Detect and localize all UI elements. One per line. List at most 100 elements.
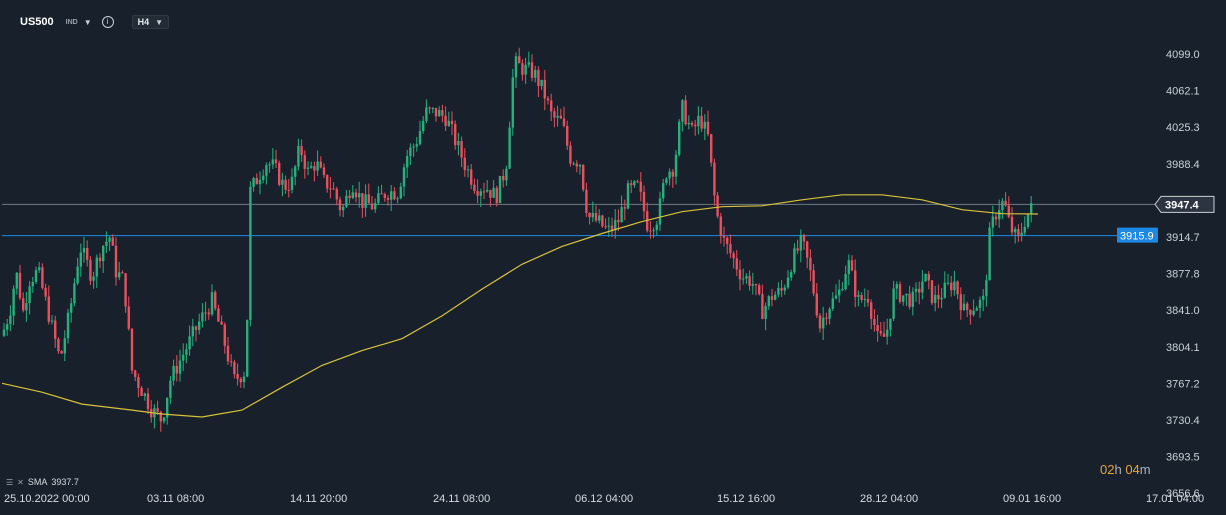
candle-down (326, 175, 329, 189)
caret-down-icon[interactable]: ▼ (83, 17, 92, 27)
candle-down (588, 212, 591, 218)
timeframe-selector[interactable]: H4 ▼ (131, 15, 170, 29)
candle-down (1010, 216, 1014, 233)
candle-down (137, 376, 140, 388)
candle-up (777, 288, 780, 295)
candle-up (886, 329, 889, 337)
candle-down (1004, 200, 1007, 206)
candle-up (25, 303, 28, 311)
candle-up (9, 315, 12, 325)
candle-up (975, 308, 978, 311)
candle-up (943, 282, 946, 298)
candle-up (406, 156, 409, 168)
candle-up (166, 397, 169, 418)
candle-up (514, 56, 518, 78)
candle-up (162, 417, 166, 422)
candle-down (959, 294, 962, 311)
candle-up (524, 64, 527, 75)
candle-up (838, 289, 841, 296)
candle-up (591, 212, 594, 218)
candle-down (537, 69, 540, 87)
candle-down (86, 247, 89, 260)
candle-down (489, 189, 492, 198)
candle-down (236, 374, 239, 379)
settings-icon[interactable]: ☰ (6, 477, 14, 487)
candle-down (1017, 228, 1020, 236)
candle-up (742, 278, 745, 280)
candle-down (44, 287, 47, 297)
x-tick-label: 17.01 04:00 (1146, 493, 1204, 505)
candle-up (431, 107, 434, 109)
candle-up (697, 115, 700, 127)
candle-up (242, 376, 246, 383)
x-tick-label: 14.11 20:00 (290, 493, 347, 505)
candle-down (716, 195, 719, 217)
candle-down (204, 312, 207, 314)
candle-down (338, 199, 342, 211)
x-tick-label: 25.10.2022 00:00 (4, 493, 90, 505)
candle-up (457, 140, 460, 146)
candle-down (476, 191, 479, 196)
candle-down (54, 320, 57, 339)
candle-down (124, 273, 127, 307)
candle-up (425, 107, 428, 121)
candle-up (665, 178, 668, 183)
candle-up (249, 186, 252, 320)
candle-up (6, 324, 9, 330)
candle-up (418, 131, 422, 145)
candle-down (636, 181, 639, 183)
candle-down (713, 162, 716, 196)
candle-down (553, 111, 556, 118)
y-tick-label: 3730.4 (1166, 415, 1200, 427)
candle-up (73, 283, 76, 304)
candle-up (674, 154, 678, 177)
candle-down (383, 194, 386, 198)
candle-up (316, 161, 319, 171)
candle-down (543, 79, 546, 99)
candle-up (268, 164, 271, 166)
candle-down (156, 408, 159, 412)
candle-up (102, 245, 105, 262)
candle-up (914, 288, 918, 292)
candle-up (889, 318, 892, 330)
candle-up (422, 120, 425, 132)
candle-up (297, 145, 300, 167)
candle-up (556, 115, 559, 118)
candle-down (879, 331, 882, 334)
candle-down (159, 411, 162, 422)
candle-up (76, 266, 79, 284)
info-icon[interactable]: i (101, 16, 114, 28)
indicator-legend: ☰ ✕ SMA 3937.7 (6, 477, 79, 487)
candle-up (92, 276, 95, 281)
candle-down (796, 248, 799, 251)
candle-up (486, 189, 489, 192)
candle-up (703, 121, 706, 129)
candle-up (262, 175, 265, 180)
candle-up (911, 291, 914, 307)
candle-up (982, 295, 985, 300)
current-price-value: 3947.4 (1165, 199, 1200, 211)
candle-up (934, 294, 937, 304)
candle-down (854, 270, 857, 297)
candle-down (630, 183, 633, 186)
close-icon[interactable]: ✕ (17, 477, 24, 487)
candle-up (626, 183, 630, 209)
candle-up (652, 229, 655, 231)
candle-up (892, 288, 895, 319)
candle-down (994, 216, 998, 220)
sma-line (1, 194, 1039, 418)
sma-label: SMA (27, 477, 48, 487)
candle-down (454, 124, 457, 146)
symbol-label[interactable]: US500 (20, 16, 54, 28)
y-tick-label: 3877.8 (1166, 269, 1200, 281)
candle-up (492, 187, 495, 198)
candle-up (306, 167, 310, 169)
candle-up (351, 192, 354, 199)
candle-down (223, 324, 226, 346)
candle-down (1007, 205, 1010, 217)
candle-down (530, 62, 534, 78)
candle-down (694, 124, 697, 127)
candle-down (370, 203, 374, 210)
candle-up (508, 127, 511, 169)
